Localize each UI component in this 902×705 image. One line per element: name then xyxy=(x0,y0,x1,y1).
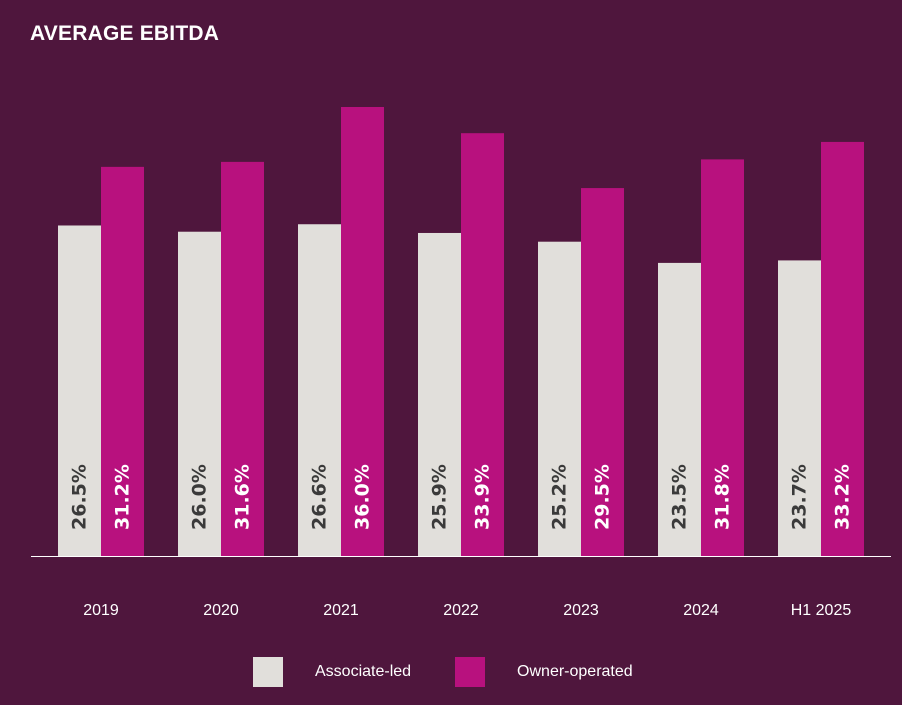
bar-associate-led-h1-2025 xyxy=(778,260,821,556)
bar-associate-led-2020 xyxy=(178,231,221,556)
data-label-associate-led-2022: 25.9% xyxy=(429,464,451,530)
legend-item-owner-operated: Owner-operated xyxy=(455,657,633,687)
legend-swatch-associate-led xyxy=(253,657,283,687)
data-label-owner-operated-2022: 33.9% xyxy=(472,464,494,530)
x-tick-label-h1-2025: H1 2025 xyxy=(791,602,852,619)
bar-owner-operated-h1-2025 xyxy=(821,141,864,556)
legend-item-associate-led: Associate-led xyxy=(253,657,411,687)
x-tick-label-2020: 2020 xyxy=(203,602,239,619)
bar-owner-operated-2020 xyxy=(221,161,264,556)
data-label-associate-led-2021: 26.6% xyxy=(309,464,331,530)
x-tick-label-2023: 2023 xyxy=(563,602,599,619)
legend-swatch-owner-operated xyxy=(455,657,486,687)
data-label-associate-led-2023: 25.2% xyxy=(549,464,571,530)
bar-associate-led-2021 xyxy=(298,224,341,556)
data-label-owner-operated-2023: 29.5% xyxy=(592,464,614,530)
bar-associate-led-2023 xyxy=(538,241,581,556)
bar-owner-operated-2019 xyxy=(101,166,144,556)
x-tick-label-2019: 2019 xyxy=(83,602,119,619)
bar-owner-operated-2023 xyxy=(581,188,624,556)
data-label-owner-operated-2020: 31.6% xyxy=(232,464,254,530)
bar-owner-operated-2021 xyxy=(341,107,384,556)
data-label-associate-led-2020: 26.0% xyxy=(189,464,211,530)
data-label-associate-led-h1-2025: 23.7% xyxy=(789,464,811,530)
data-label-owner-operated-h1-2025: 33.2% xyxy=(832,464,854,530)
x-tick-label-2024: 2024 xyxy=(683,602,719,619)
chart-title: AVERAGE EBITDA xyxy=(30,22,220,45)
data-label-owner-operated-2021: 36.0% xyxy=(352,464,374,530)
legend-label-owner-operated: Owner-operated xyxy=(517,663,633,680)
legend-label-associate-led: Associate-led xyxy=(315,663,412,680)
bar-associate-led-2024 xyxy=(658,262,701,556)
data-label-owner-operated-2019: 31.2% xyxy=(112,464,134,530)
bar-associate-led-2019 xyxy=(58,225,101,556)
data-label-associate-led-2019: 26.5% xyxy=(69,464,91,530)
data-label-owner-operated-2024: 31.8% xyxy=(712,464,734,530)
data-label-associate-led-2024: 23.5% xyxy=(669,464,691,530)
legend: Associate-led Owner-operated xyxy=(253,657,677,687)
x-tick-label-2021: 2021 xyxy=(323,602,359,619)
x-tick-label-2022: 2022 xyxy=(443,602,479,619)
bar-associate-led-2022 xyxy=(418,232,461,556)
bar-owner-operated-2022 xyxy=(461,133,504,557)
bar-owner-operated-2024 xyxy=(701,159,744,556)
